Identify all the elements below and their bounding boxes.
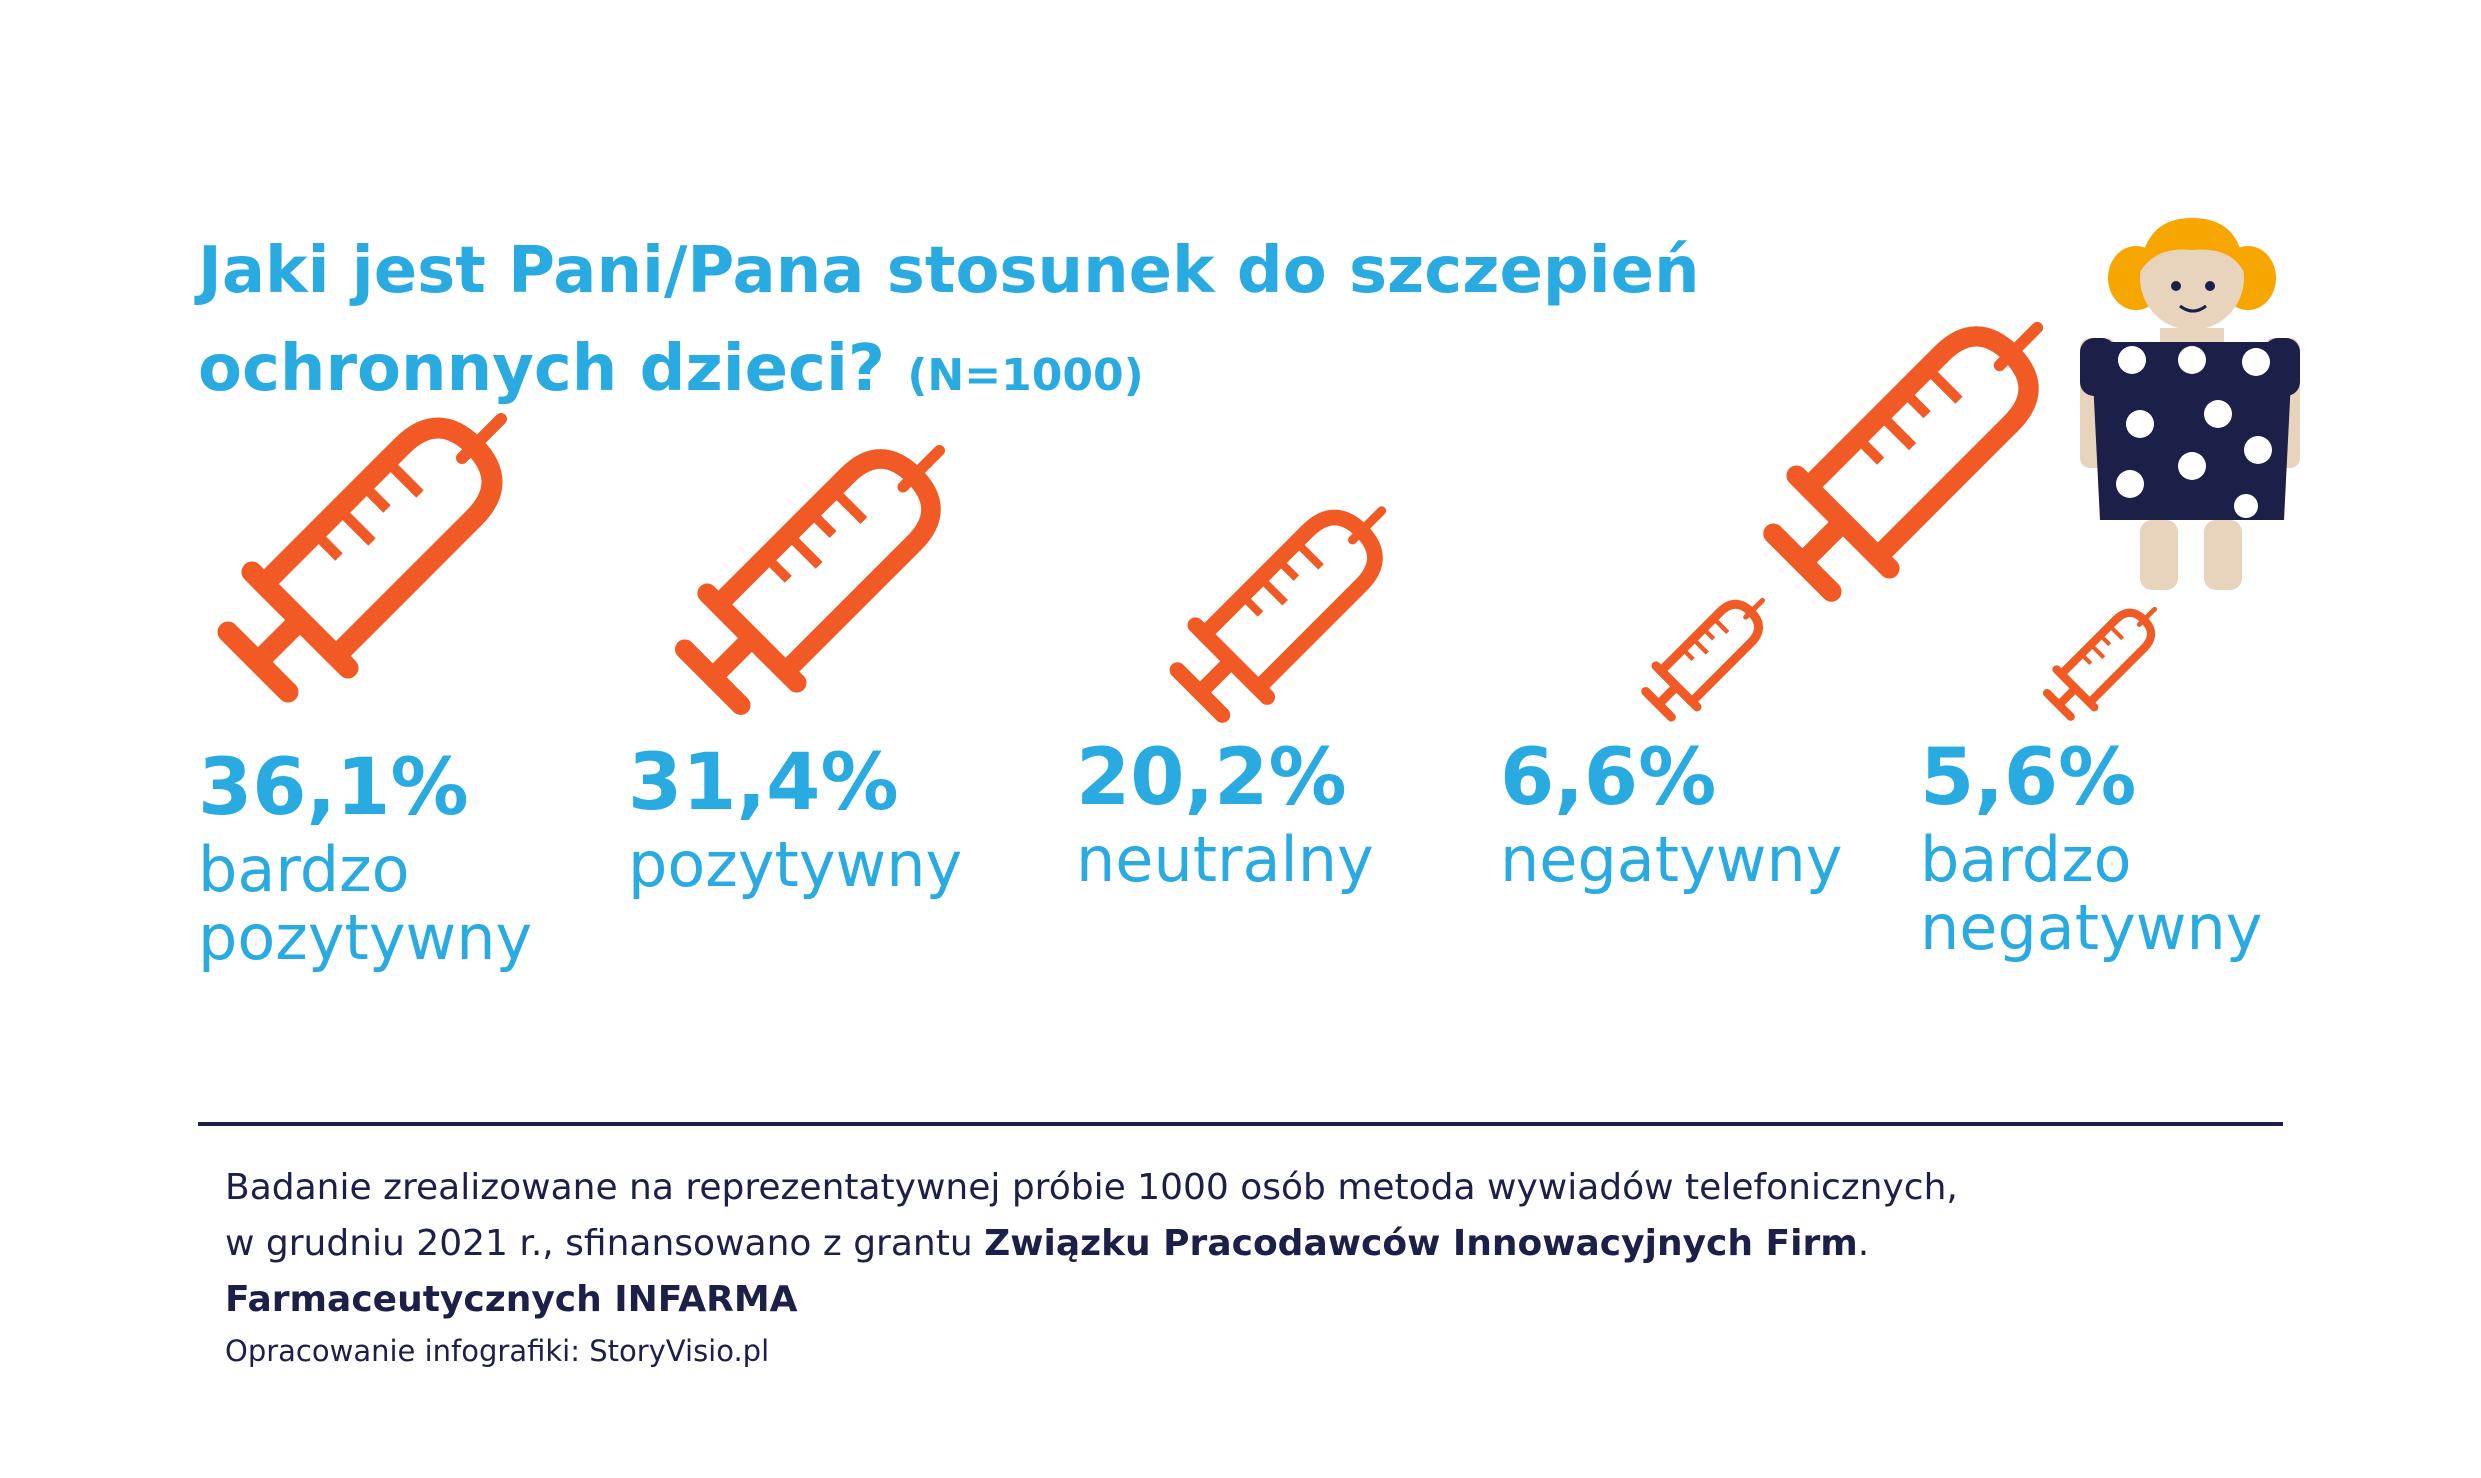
syringe-icon: [217, 413, 507, 703]
syringe-part: [810, 511, 837, 538]
syringe-part: [1795, 514, 1851, 570]
stat-negatywny: 6,6% negatywny: [1500, 730, 1842, 894]
syringe-part: [1856, 437, 1885, 465]
category-label: neutralny: [1076, 823, 1374, 896]
category-label: bardzo: [198, 833, 410, 906]
syringe-part: [787, 533, 823, 569]
syringe-part: [1651, 661, 1702, 712]
syringe-part: [1169, 662, 1231, 723]
syringe-part: [1743, 597, 1765, 620]
syringe-part: [2055, 685, 2079, 708]
methodology-note: Badanie zrealizowane na reprezentatywnej…: [225, 1160, 2275, 1328]
syringe-part: [2090, 644, 2106, 660]
syringe-part: [241, 561, 359, 679]
syringe-part: [2081, 653, 2093, 666]
title-question: ochronnych dzieci?: [198, 332, 886, 406]
syringe-part: [1713, 618, 1730, 635]
funder-name: Związku Pracodawców Innowacyjnych Firm: [984, 1223, 1858, 1264]
syringe-part: [250, 612, 308, 670]
data-label: 5,6%: [1920, 733, 2137, 823]
syringe-part: [1656, 599, 1764, 707]
chart-title: Jaki jest Pani/Pana stosunek do szczepie…: [198, 222, 1898, 425]
title-line-2: ochronnych dzieci? (N=1000): [198, 320, 1898, 425]
syringe-part: [674, 639, 751, 715]
syringe-part: [2042, 688, 2075, 721]
syringe-part: [338, 508, 376, 546]
syringe-part: [1692, 638, 1709, 655]
syringe-icon: [2042, 606, 2157, 721]
funder-name-cont: Farmaceutycznych INFARMA: [225, 1279, 798, 1320]
syringe-part: [1703, 628, 1716, 641]
category-label: negatywny: [1920, 891, 2263, 964]
syringe-part: [2109, 625, 2125, 641]
syringe-part: [1196, 509, 1383, 696]
footer-line-2: w grudniu 2021 r., sfinansowano z grantu…: [225, 1216, 2275, 1272]
data-label: 20,2%: [1076, 733, 1347, 823]
syringe-part: [705, 631, 759, 685]
title-line-1: Jaki jest Pani/Pana stosunek do szczepie…: [198, 234, 1700, 308]
stat-pozytywny: 31,4% pozytywny: [628, 735, 962, 899]
category-label: pozytywny: [198, 901, 533, 974]
syringe-icon: [1641, 597, 1765, 722]
syringe-part: [897, 444, 945, 493]
syringe-part: [832, 489, 868, 524]
syringe-part: [2057, 608, 2156, 707]
syringe-part: [2052, 665, 2099, 712]
syringe-part: [217, 621, 299, 703]
category-label: pozytywny: [628, 828, 963, 901]
sample-size: (N=1000): [907, 350, 1144, 401]
syringe-part: [1655, 683, 1680, 708]
syringe-part: [1993, 321, 2044, 372]
syringe-part: [314, 532, 343, 561]
footer-line-1: Badanie zrealizowane na reprezentatywnej…: [225, 1167, 1958, 1208]
syringe-part: [1903, 390, 1931, 419]
syringe-part: [1259, 577, 1288, 606]
syringe-part: [1187, 617, 1276, 705]
syringe-part: [708, 449, 941, 682]
syringe-icon: [674, 444, 945, 715]
syringe-part: [697, 583, 807, 693]
syringe-part: [253, 417, 503, 667]
syringe-icon: [1169, 506, 1387, 723]
syringe-part: [765, 556, 792, 583]
syringe-part: [1348, 506, 1387, 545]
syringe-part: [2099, 634, 2112, 647]
footer-line-3: Farmaceutycznych INFARMA: [225, 1272, 2275, 1328]
stat-neutralny: 20,2% neutralny: [1076, 730, 1374, 894]
syringe-part: [362, 484, 391, 513]
syringe-part: [1194, 655, 1237, 699]
syringe-part: [1277, 559, 1300, 581]
category-label: bardzo: [1920, 823, 2132, 896]
data-label: 36,1%: [198, 743, 469, 833]
girl-illustration-icon: [2080, 218, 2300, 590]
syringe-part: [1786, 465, 1900, 579]
syringe-part: [1641, 686, 1676, 722]
syringe-part: [1295, 541, 1324, 570]
stat-bardzo-pozytywny: 36,1% bardzo pozytywny: [198, 740, 532, 972]
syringe-part: [1763, 523, 1842, 602]
footer-line-2-end: .: [1857, 1223, 1870, 1264]
stat-bardzo-negatywny: 5,6% bardzo negatywny: [1920, 730, 2262, 962]
footer-line-2-text: w grudniu 2021 r., sfinansowano z grantu: [225, 1223, 985, 1264]
syringe-part: [386, 460, 424, 498]
syringe-part: [1926, 367, 1963, 404]
syringe-part: [1242, 595, 1264, 617]
footer-divider: [198, 1122, 2283, 1126]
syringe-part: [2136, 606, 2157, 627]
data-label: 6,6%: [1500, 733, 1717, 823]
infographic-credit: Opracowanie infografiki: StoryVisio.pl: [225, 1334, 770, 1368]
category-label: negatywny: [1500, 823, 1843, 896]
data-label: 31,4%: [628, 738, 899, 828]
syringe-part: [1682, 648, 1695, 661]
